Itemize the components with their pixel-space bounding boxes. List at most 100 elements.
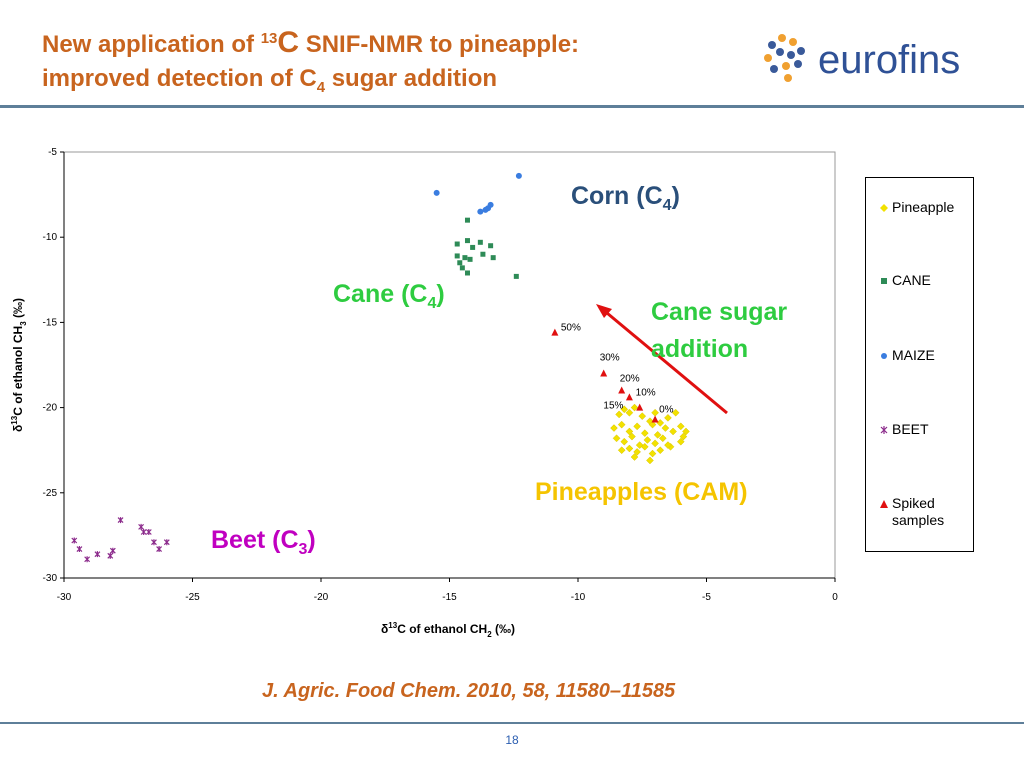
- point-pineapple: [682, 427, 690, 436]
- point-cane: [454, 241, 460, 247]
- point-pineapple: [656, 446, 665, 455]
- y-tick-label: -30: [43, 573, 58, 584]
- point-spiked-samples: [636, 403, 644, 411]
- point-pineapple: [612, 434, 621, 443]
- point-beet: [163, 539, 170, 546]
- spiked-label: 20%: [620, 374, 640, 385]
- x-tick-label: -20: [314, 592, 329, 603]
- annotation-corn-end: ): [671, 182, 680, 210]
- point-cane: [457, 260, 463, 266]
- annotation-cane-sugar-line2: addition: [651, 335, 749, 363]
- point-pineapple: [638, 412, 647, 420]
- point-pineapple: [630, 453, 639, 461]
- point-pineapple: [610, 424, 618, 432]
- spiked-label: 30%: [600, 353, 620, 364]
- spiked-label: 10%: [636, 388, 656, 399]
- chart-marks: 50% 30%20% 15% 10%0%: [71, 172, 690, 563]
- point-spiked-samples: [551, 328, 559, 336]
- cane-sugar-arrow: [600, 306, 728, 415]
- annotation-beet: Beet (C3): [211, 525, 316, 558]
- point-cane: [459, 265, 465, 271]
- point-pineapple: [648, 449, 657, 458]
- point-pineapple: [656, 419, 665, 427]
- point-cane: [464, 217, 470, 223]
- bottom-rule: [0, 722, 1024, 724]
- eurofins-logo: eurofins: [760, 28, 990, 88]
- top-rule: [0, 105, 1024, 108]
- title-sup: 13: [260, 30, 278, 47]
- legend-label-pineapple: Pineapple: [892, 199, 955, 215]
- point-pineapple: [651, 408, 659, 417]
- annotation-corn-text: Corn (C: [571, 182, 663, 210]
- point-pineapple: [625, 444, 634, 453]
- legend-triangle-icon: [880, 495, 892, 512]
- point-maize: [485, 205, 492, 212]
- point-cane: [480, 251, 486, 257]
- annotation-beet-end: ): [307, 526, 316, 554]
- point-pineapple: [679, 432, 688, 441]
- x-axis-label: δ13C of ethanol CH2 (‰): [381, 621, 515, 639]
- point-beet: [71, 537, 78, 544]
- cane-sugar-arrowhead: [596, 304, 612, 318]
- point-beet: [94, 551, 101, 558]
- annotation-cane: Cane (C4): [333, 279, 445, 312]
- legend-item-beet: BEET: [880, 421, 929, 438]
- point-cane: [470, 244, 476, 250]
- annotation-cane-end: ): [436, 280, 445, 308]
- point-maize: [477, 208, 484, 215]
- x-tick-label: -30: [57, 592, 72, 603]
- point-maize: [433, 189, 440, 196]
- point-cane: [464, 270, 470, 276]
- legend-item-cane: CANE: [880, 272, 931, 289]
- point-pineapple: [617, 446, 626, 455]
- point-beet: [76, 546, 83, 553]
- chart-legend: Pineapple CANE MAIZE BEET Spiked samples: [865, 177, 974, 552]
- title-c: C: [277, 26, 300, 59]
- eurofins-logo-mark-icon: eurofins: [764, 34, 960, 82]
- y-tick-label: -15: [43, 317, 58, 328]
- point-pineapple: [676, 422, 685, 431]
- point-pineapple: [651, 439, 659, 448]
- title-line2-pre: improved detection of C: [42, 65, 317, 92]
- point-cane: [513, 273, 519, 279]
- point-beet: [140, 528, 147, 535]
- point-pineapple: [671, 408, 680, 417]
- legend-label-beet: BEET: [892, 421, 929, 437]
- point-beet: [145, 528, 152, 535]
- legend-label-spiked-2: samples: [892, 512, 945, 528]
- point-beet: [117, 517, 124, 524]
- title-line1-post: SNIF-NMR to pineapple:: [299, 31, 580, 58]
- point-pineapple: [625, 408, 634, 417]
- point-pineapple: [648, 420, 657, 429]
- point-spiked-samples: [625, 393, 633, 401]
- logo-text: eurofins: [818, 38, 960, 82]
- point-pineapple: [669, 427, 677, 436]
- y-tick-label: -25: [43, 488, 58, 499]
- point-cane: [467, 256, 473, 262]
- y-tick-label: -20: [43, 403, 58, 414]
- legend-label-cane: CANE: [892, 272, 931, 288]
- point-pineapple: [617, 420, 626, 429]
- annotation-pineapples: Pineapples (CAM): [535, 477, 748, 507]
- point-pineapple: [640, 429, 649, 438]
- page-number: 18: [505, 733, 519, 747]
- annotation-beet-text: Beet (C: [211, 526, 299, 554]
- title-line2-post: sugar addition: [325, 65, 498, 92]
- point-pineapple: [643, 436, 652, 444]
- y-tick-label: -10: [43, 232, 58, 243]
- title-line2-sub: 4: [316, 78, 326, 96]
- x-tick-label: -15: [442, 592, 457, 603]
- annotation-corn-sub: 4: [662, 197, 672, 214]
- point-pineapple: [630, 403, 639, 412]
- spiked-label: 15%: [603, 400, 623, 411]
- point-pineapple: [620, 405, 629, 414]
- point-maize: [515, 172, 522, 179]
- point-beet: [138, 523, 145, 530]
- point-cane: [488, 243, 494, 249]
- spiked-label: 0%: [659, 405, 674, 416]
- citation: J. Agric. Food Chem. 2010, 58, 11580–115…: [262, 680, 676, 702]
- point-pineapple: [676, 437, 685, 446]
- point-cane: [490, 255, 496, 261]
- legend-square-icon: [880, 272, 892, 289]
